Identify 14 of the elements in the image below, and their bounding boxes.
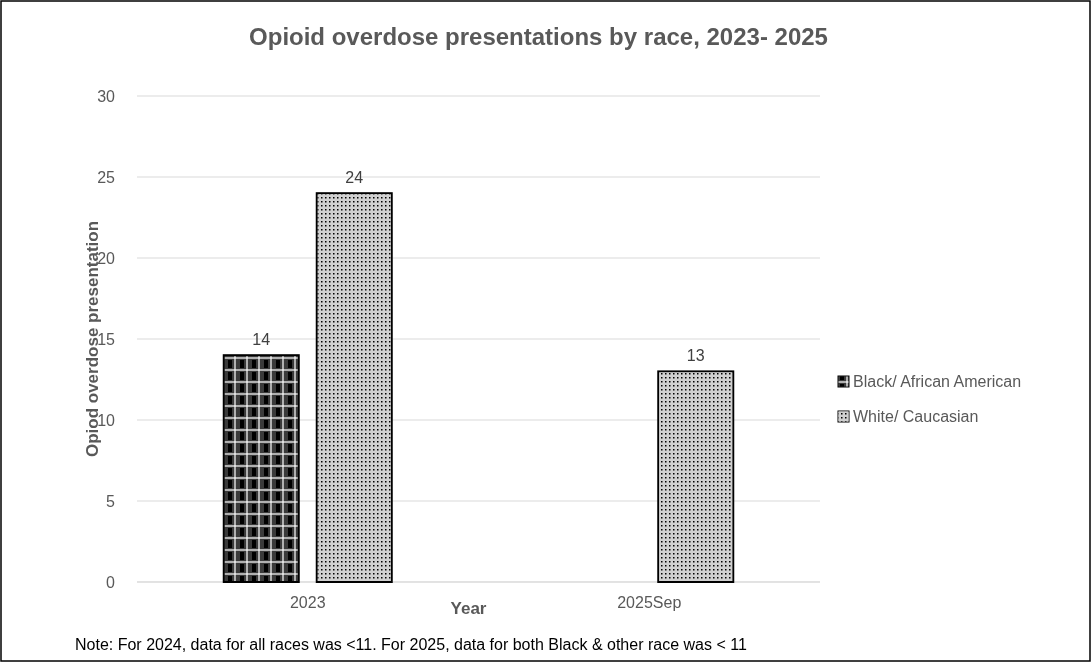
y-tick-label: 25: [97, 169, 116, 186]
y-tick-label: 5: [106, 493, 116, 510]
legend-label: Black/ African American: [853, 373, 1022, 390]
chart-title: Opioid overdose presentations by race, 2023- 2025: [249, 23, 828, 50]
x-axis-title: Year: [450, 599, 487, 618]
y-tick-label: 30: [97, 88, 116, 105]
data-label: 13: [686, 347, 705, 365]
text: Note: For 2024, data for all races was <11. For 2025, data for both Black & other race was < 11: [75, 636, 747, 653]
y-tick-label: 0: [106, 574, 116, 591]
x-tick-label: 2025Sep: [617, 594, 682, 611]
x-tick-label: 2023: [289, 594, 326, 611]
legend-label: White/ Caucasian: [853, 408, 979, 425]
data-label: 24: [345, 169, 364, 187]
data-label: 14: [252, 331, 271, 349]
